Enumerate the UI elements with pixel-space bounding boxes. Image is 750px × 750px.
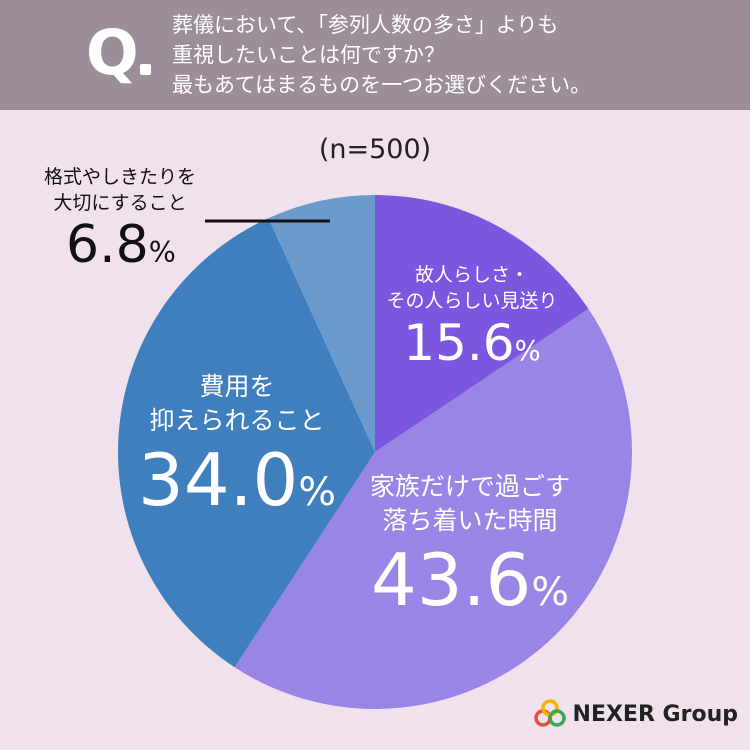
slice-value-unit: % [148, 235, 176, 269]
slice-label-line: 家族だけで過ごす [369, 472, 571, 501]
slice-label: 故人らしさ・ その人らしい見送り 15.6% [372, 262, 572, 380]
slice-value-unit: % [298, 469, 336, 515]
slice-label-line: 格式やしきたりを [43, 166, 196, 188]
question-text: 葬儀において、「参列人数の多さ」よりも 重視したいことは何ですか？ 最もあてはま… [172, 10, 591, 100]
slice-value: 43.6% [350, 538, 590, 634]
question-line: 最もあてはまるものを一つお選びください。 [172, 73, 592, 97]
slice-label-line: 抑えられること [149, 406, 325, 435]
question-line: 重視したいことは何ですか？ [172, 43, 445, 67]
slice-value-unit: % [531, 569, 569, 615]
rings-logo-icon [533, 699, 566, 727]
sample-size: (n=500) [318, 134, 432, 165]
slice-label-line: その人らしい見送り [386, 290, 558, 312]
question-header: Q 葬儀において、「参列人数の多さ」よりも 重視したいことは何ですか？ 最もあて… [0, 0, 750, 110]
question-line: 葬儀において、「参列人数の多さ」よりも [172, 13, 559, 37]
slice-label: 家族だけで過ごす 落ち着いた時間 43.6% [350, 470, 590, 634]
q-mark: Q [86, 16, 139, 89]
pie-slice [268, 195, 375, 452]
pie-slice [375, 195, 589, 452]
slice-value-number: 15.6 [403, 314, 515, 372]
slice-label-line: 落ち着いた時間 [382, 506, 558, 535]
slice-value: 34.0% [112, 438, 362, 534]
pie-slice [118, 218, 376, 668]
slice-value-number: 34.0 [138, 438, 299, 522]
slice-value-number: 6.8 [66, 215, 149, 275]
slice-value-unit: % [514, 335, 541, 367]
slice-value: 6.8% [20, 216, 220, 281]
slice-label: 格式やしきたりを 大切にすること 6.8% [20, 164, 220, 281]
q-dot [140, 64, 151, 75]
slice-label-line: 費用を [199, 372, 275, 401]
slice-value-number: 43.6 [371, 538, 532, 622]
logo-text: NEXER Group [572, 701, 738, 727]
slice-label-line: 大切にすること [53, 192, 187, 214]
slice-value: 15.6% [372, 314, 572, 380]
slice-label: 費用を 抑えられること 34.0% [112, 370, 362, 534]
pie-slice [234, 308, 632, 709]
nexer-group-logo: NEXER Group [533, 696, 738, 732]
slice-label-line: 故人らしさ・ [414, 264, 529, 286]
